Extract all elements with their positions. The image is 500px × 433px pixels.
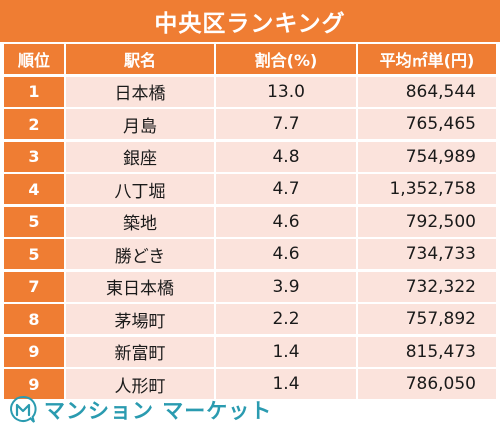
station-cell: 銀座 (66, 141, 214, 172)
table-row: 8 茅場町 2.2 757,892 (4, 304, 496, 334)
price-cell: 765,465 (358, 109, 496, 139)
percentage-cell: 2.2 (216, 304, 356, 334)
price-cell: 786,050 (358, 369, 496, 399)
price-cell: 732,322 (358, 271, 496, 302)
rank-cell: 5 (4, 239, 64, 269)
station-cell: 勝どき (66, 239, 214, 269)
station-cell: 築地 (66, 206, 214, 237)
rank-cell: 9 (4, 336, 64, 367)
rank-cell: 9 (4, 369, 64, 399)
brand-logo-text: マンション マーケット (44, 399, 273, 423)
table-row: 5 築地 4.6 792,500 (4, 206, 496, 237)
header-price: 平均㎡単(円) (358, 44, 496, 74)
table-header: 順位 駅名 割合(%) 平均㎡単(円) (4, 44, 496, 74)
header-station: 駅名 (66, 44, 214, 74)
price-cell: 1,352,758 (358, 174, 496, 204)
rank-cell: 2 (4, 109, 64, 139)
rank-cell: 8 (4, 304, 64, 334)
price-cell: 792,500 (358, 206, 496, 237)
header-rank: 順位 (4, 44, 64, 74)
price-cell: 815,473 (358, 336, 496, 367)
rank-cell: 4 (4, 174, 64, 204)
rank-cell: 1 (4, 76, 64, 107)
table-row: 2 月島 7.7 765,465 (4, 109, 496, 139)
m-bubble-icon (10, 395, 37, 423)
table-row: 3 銀座 4.8 754,989 (4, 141, 496, 172)
rank-cell: 7 (4, 271, 64, 302)
rank-cell: 3 (4, 141, 64, 172)
table-row: 7 東日本橋 3.9 732,322 (4, 271, 496, 302)
price-cell: 757,892 (358, 304, 496, 334)
percentage-cell: 1.4 (216, 369, 356, 399)
price-cell: 864,544 (358, 76, 496, 107)
table-row: 9 人形町 1.4 786,050 (4, 369, 496, 399)
percentage-cell: 3.9 (216, 271, 356, 302)
station-cell: 新富町 (66, 336, 214, 367)
percentage-cell: 4.8 (216, 141, 356, 172)
percentage-cell: 4.7 (216, 174, 356, 204)
percentage-cell: 4.6 (216, 206, 356, 237)
price-cell: 734,733 (358, 239, 496, 269)
percentage-cell: 1.4 (216, 336, 356, 367)
price-cell: 754,989 (358, 141, 496, 172)
table-row: 9 新富町 1.4 815,473 (4, 336, 496, 367)
rank-cell: 5 (4, 206, 64, 237)
percentage-cell: 7.7 (216, 109, 356, 139)
station-cell: 茅場町 (66, 304, 214, 334)
station-cell: 東日本橋 (66, 271, 214, 302)
table-row: 1 日本橋 13.0 864,544 (4, 76, 496, 107)
table-row: 4 八丁堀 4.7 1,352,758 (4, 174, 496, 204)
brand-footer: マンション マーケット (8, 392, 272, 428)
page-title: 中央区ランキング (0, 0, 500, 42)
station-cell: 月島 (66, 109, 214, 139)
station-cell: 日本橋 (66, 76, 214, 107)
ranking-table: 順位 駅名 割合(%) 平均㎡単(円) 1 日本橋 13.0 864,544 2… (4, 44, 496, 402)
percentage-cell: 13.0 (216, 76, 356, 107)
table-row: 5 勝どき 4.6 734,733 (4, 239, 496, 269)
header-percentage: 割合(%) (216, 44, 356, 74)
station-cell: 人形町 (66, 369, 214, 399)
percentage-cell: 4.6 (216, 239, 356, 269)
station-cell: 八丁堀 (66, 174, 214, 204)
